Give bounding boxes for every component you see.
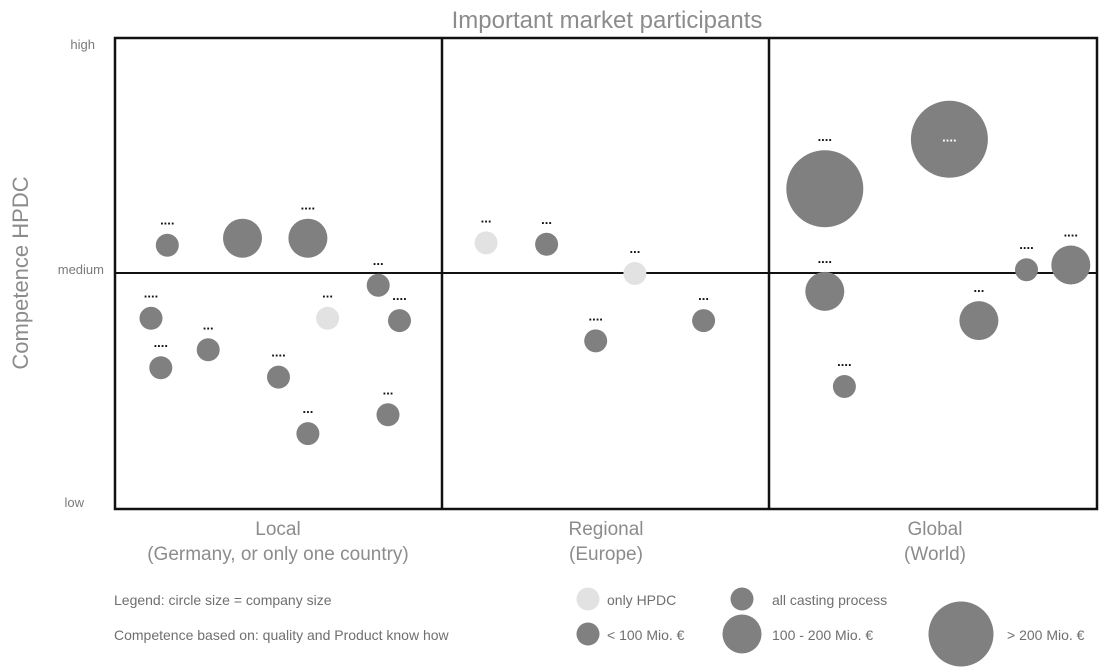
- company-label: ...: [203, 317, 214, 332]
- company-label: ...: [322, 286, 333, 301]
- legend-all-casting-label: all casting process: [772, 592, 887, 608]
- company-label: ...: [373, 253, 384, 268]
- company-label: ....: [301, 198, 315, 213]
- company-bubble: [388, 309, 411, 333]
- y-tick-medium: medium: [58, 262, 104, 277]
- company-bubble: [832, 375, 856, 398]
- company-bubble: [376, 403, 400, 427]
- legend-small-label: < 100 Mio. €: [607, 627, 685, 643]
- legend-medium-label: 100 - 200 Mio. €: [772, 627, 873, 643]
- region-sublabel-global: (World): [904, 544, 966, 565]
- company-label: ....: [818, 129, 832, 144]
- company-label: ....: [818, 251, 832, 266]
- company-label: ....: [271, 345, 285, 360]
- company-label: ...: [541, 212, 552, 227]
- company-label: ....: [942, 129, 956, 144]
- region-sublabel-regional: (Europe): [569, 544, 643, 565]
- legend-large-label: > 200 Mio. €: [1007, 627, 1085, 643]
- data-points: ........................................…: [139, 100, 1091, 446]
- company-label: ....: [588, 308, 602, 323]
- company-bubble: [139, 306, 163, 330]
- company-bubble: [296, 422, 320, 446]
- chart-title: Important market participants: [452, 7, 763, 34]
- company-bubble: [805, 271, 845, 311]
- company-bubble: [692, 309, 716, 333]
- region-sublabel-local: (Germany, or only one country): [147, 544, 409, 565]
- company-label: ....: [837, 354, 851, 369]
- company-label: ....: [144, 286, 158, 301]
- company-bubble: [535, 232, 559, 256]
- company-bubble: [288, 218, 328, 258]
- legend-hpdc-swatch: [576, 587, 600, 611]
- plot-grid: [113, 36, 1099, 511]
- company-bubble: [223, 218, 262, 258]
- company-label: ....: [160, 213, 174, 228]
- company-label: ....: [392, 288, 406, 303]
- region-label-local: Local: [255, 519, 300, 540]
- company-bubble: [623, 262, 647, 285]
- company-label: ....: [154, 335, 168, 350]
- legend-small-swatch: [576, 622, 600, 646]
- company-bubble: [474, 231, 498, 255]
- company-label: ...: [973, 280, 984, 295]
- legend-all-casting-swatch: [730, 587, 754, 611]
- company-bubble: [959, 301, 999, 341]
- company-bubble: [786, 150, 864, 228]
- company-label: ...: [383, 382, 394, 397]
- company-bubble: [1051, 245, 1091, 285]
- company-label: ...: [698, 288, 709, 303]
- company-label: ...: [481, 210, 492, 225]
- company-bubble: [584, 329, 608, 353]
- legend-large-swatch: [928, 601, 994, 667]
- company-label: ...: [629, 241, 640, 256]
- company-label: ...: [302, 401, 313, 416]
- legend-medium-swatch: [722, 614, 762, 654]
- company-label: ....: [1064, 225, 1078, 240]
- region-label-regional: Regional: [569, 519, 644, 540]
- company-bubble: [366, 273, 390, 297]
- legend-line-size: Legend: circle size = company size: [114, 592, 332, 608]
- company-bubble: [196, 338, 220, 362]
- company-bubble: [149, 356, 173, 380]
- company-bubble: [267, 365, 290, 389]
- company-bubble: [910, 100, 988, 178]
- legend-line-competence: Competence based on: quality and Product…: [114, 627, 450, 643]
- y-tick-high: high: [70, 37, 95, 52]
- y-axis-label: Competence HPDC: [8, 176, 33, 369]
- y-tick-low: low: [64, 495, 84, 510]
- region-label-global: Global: [908, 519, 963, 540]
- legend: Legend: circle size = company size Compe…: [114, 587, 1085, 667]
- company-bubble: [1015, 258, 1038, 282]
- company-bubble: [316, 306, 340, 330]
- legend-hpdc-label: only HPDC: [607, 592, 676, 608]
- company-label: ....: [1019, 237, 1033, 252]
- company-bubble: [155, 233, 179, 257]
